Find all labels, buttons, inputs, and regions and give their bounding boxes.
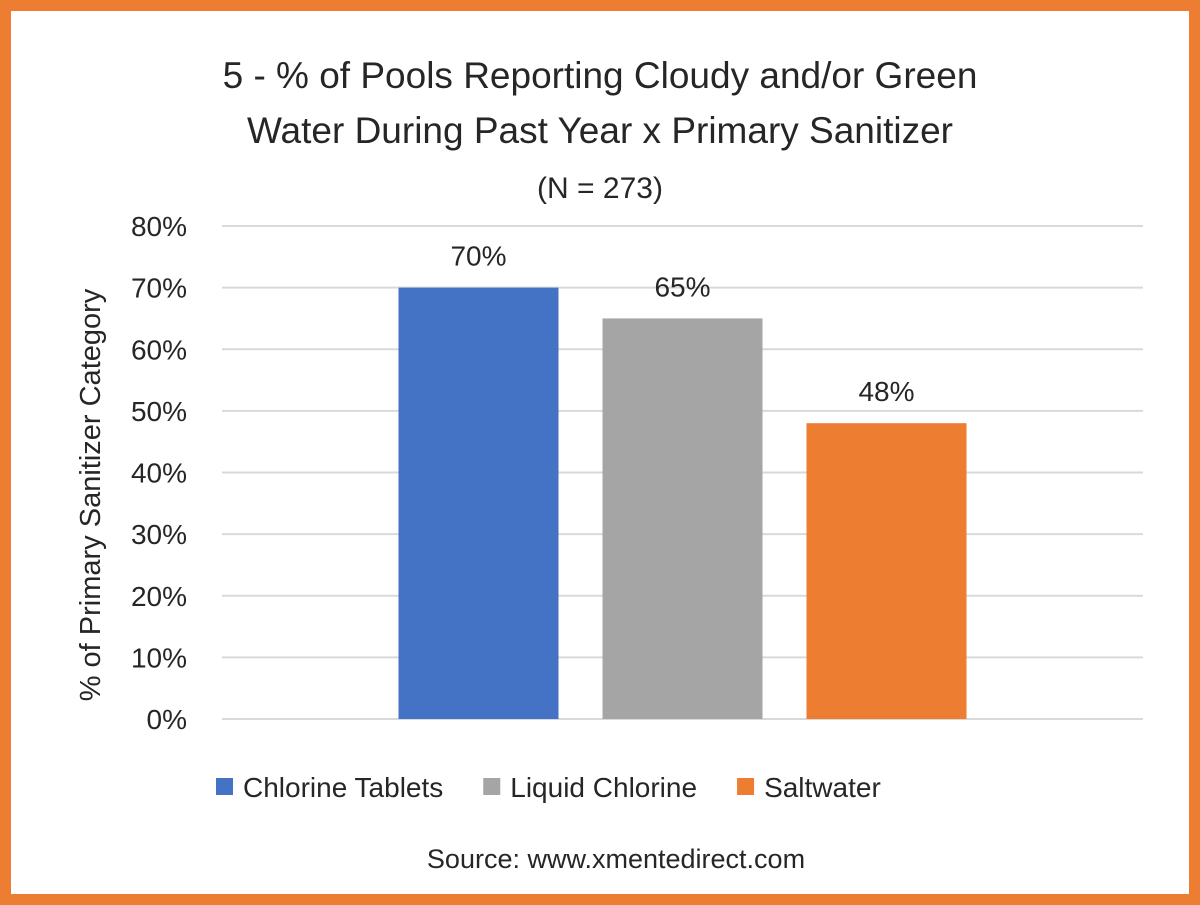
y-tick-label: 10% [131, 642, 187, 673]
legend-swatch [216, 778, 233, 795]
chart-title-line-1: 5 - % of Pools Reporting Cloudy and/or G… [223, 55, 978, 96]
source-note: Source: www.xmentedirect.com [427, 844, 805, 874]
legend-label: Chlorine Tablets [243, 772, 443, 803]
chart-title-line-2: Water During Past Year x Primary Sanitiz… [247, 110, 953, 151]
legend-swatch [483, 778, 501, 795]
data-label: 48% [858, 376, 914, 407]
y-axis-label: % of Primary Sanitizer Category [75, 288, 107, 701]
y-tick-label: 0% [147, 704, 187, 735]
bar-saltwater [806, 423, 967, 719]
y-tick-label: 40% [131, 458, 187, 489]
y-tick-label: 80% [131, 211, 187, 242]
y-tick-label: 60% [131, 334, 187, 365]
legend-label: Liquid Chlorine [510, 772, 697, 803]
data-label: 70% [450, 241, 506, 272]
bar-chlorine-tablets [398, 287, 559, 719]
y-tick-label: 20% [131, 581, 187, 612]
y-tick-label: 70% [131, 273, 187, 304]
bar-liquid-chlorine [602, 318, 763, 719]
legend-swatch [737, 778, 755, 795]
data-label: 65% [654, 271, 710, 302]
legend-label: Saltwater [764, 772, 881, 803]
chart-subtitle: (N = 273) [537, 172, 663, 205]
y-tick-label: 50% [131, 396, 187, 427]
y-tick-label: 30% [131, 519, 187, 550]
